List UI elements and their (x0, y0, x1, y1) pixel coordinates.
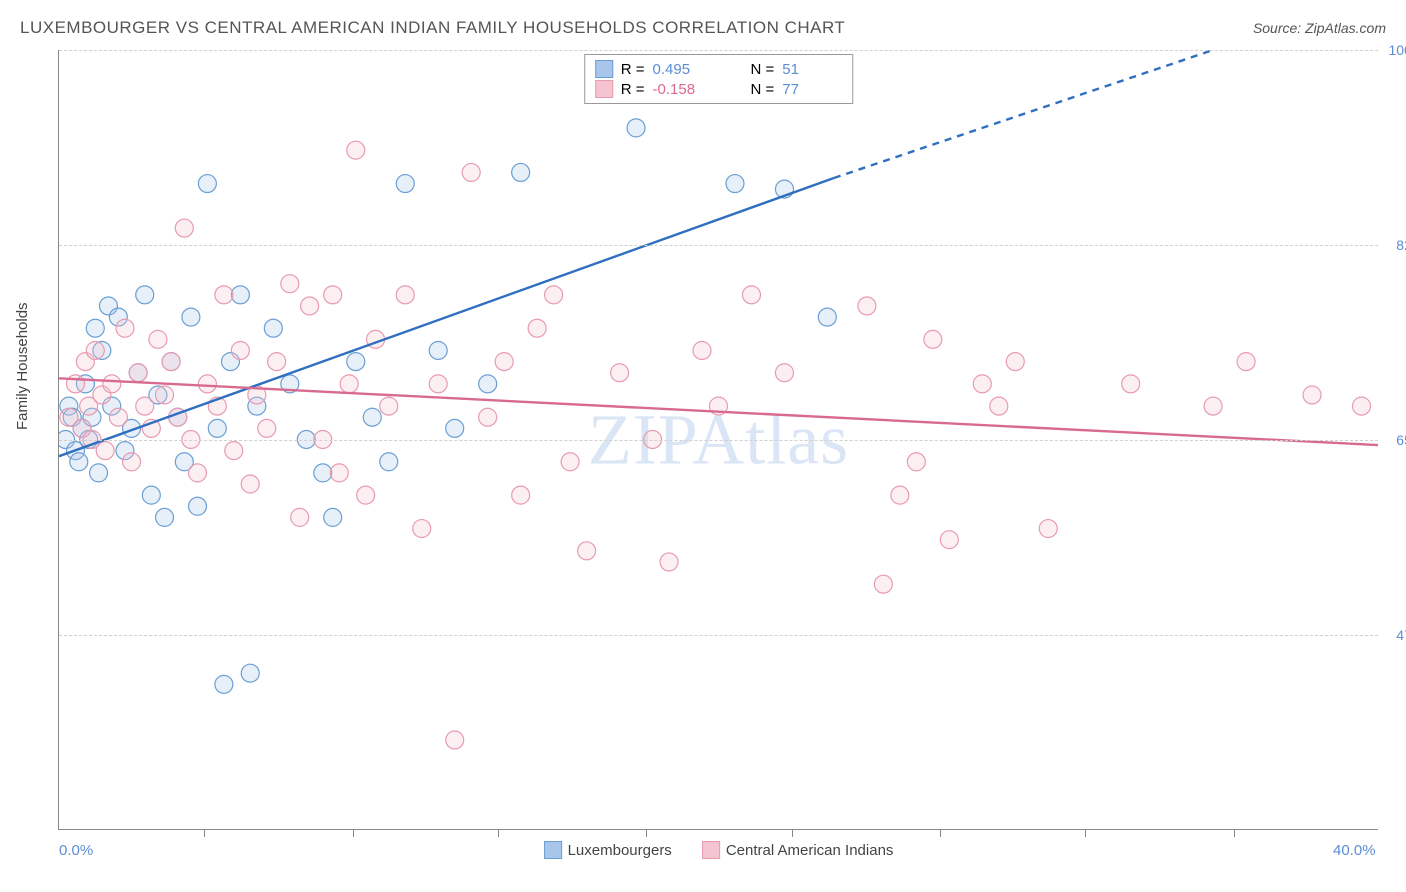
plot-area: ZIPAtlas R = 0.495 N = 51 R = -0.158 N =… (58, 50, 1378, 830)
swatch-icon (595, 80, 613, 98)
x-tick (353, 829, 354, 837)
x-tick (204, 829, 205, 837)
x-tick (1085, 829, 1086, 837)
gridline (59, 635, 1378, 636)
r-value: 0.495 (653, 61, 743, 78)
x-tick (646, 829, 647, 837)
legend-label: Central American Indians (726, 842, 894, 859)
y-tick-label: 47.5% (1386, 627, 1406, 643)
legend-item: Luxembourgers (544, 841, 672, 859)
y-axis-label: Family Households (14, 302, 31, 430)
swatch-icon (544, 841, 562, 859)
gridline (59, 440, 1378, 441)
gridline (59, 245, 1378, 246)
y-tick-label: 65.0% (1386, 432, 1406, 448)
x-tick-label: 0.0% (59, 842, 93, 859)
legend-series: Luxembourgers Central American Indians (544, 841, 894, 859)
n-value: 51 (782, 61, 842, 78)
x-tick-label: 40.0% (1333, 842, 1376, 859)
n-value: 77 (782, 81, 842, 98)
swatch-icon (702, 841, 720, 859)
x-tick (1234, 829, 1235, 837)
y-tick-label: 100.0% (1386, 42, 1406, 58)
chart-container: LUXEMBOURGER VS CENTRAL AMERICAN INDIAN … (0, 0, 1406, 892)
r-label: R = (621, 81, 645, 98)
chart-title: LUXEMBOURGER VS CENTRAL AMERICAN INDIAN … (20, 18, 845, 38)
legend-stats-row: R = 0.495 N = 51 (595, 59, 843, 79)
n-label: N = (751, 61, 775, 78)
header-row: LUXEMBOURGER VS CENTRAL AMERICAN INDIAN … (20, 18, 1386, 38)
n-label: N = (751, 81, 775, 98)
y-tick-label: 82.5% (1386, 237, 1406, 253)
x-tick (792, 829, 793, 837)
gridline (59, 50, 1378, 51)
r-label: R = (621, 61, 645, 78)
x-tick (940, 829, 941, 837)
legend-stats-row: R = -0.158 N = 77 (595, 79, 843, 99)
legend-stats: R = 0.495 N = 51 R = -0.158 N = 77 (584, 54, 854, 104)
source-label: Source: ZipAtlas.com (1253, 20, 1386, 36)
r-value: -0.158 (653, 81, 743, 98)
swatch-icon (595, 60, 613, 78)
x-tick (498, 829, 499, 837)
legend-item: Central American Indians (702, 841, 894, 859)
legend-label: Luxembourgers (568, 842, 672, 859)
